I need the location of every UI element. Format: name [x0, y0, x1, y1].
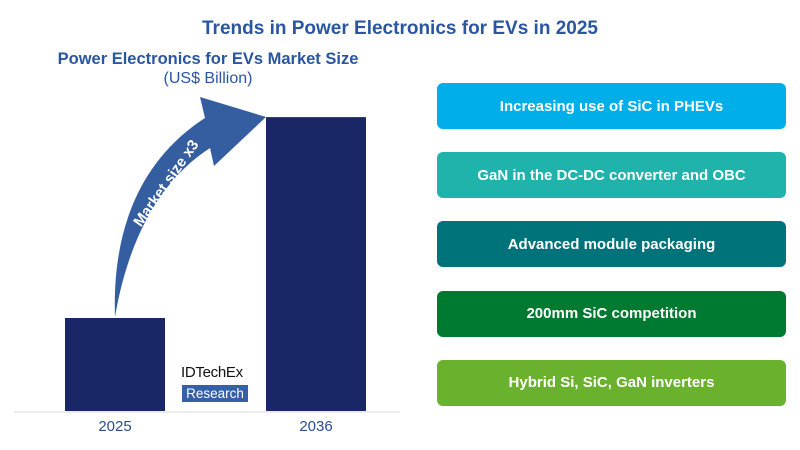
chart-title: Power Electronics for EVs Market Size	[57, 50, 359, 68]
growth-arrow	[114, 97, 267, 317]
trend-box: Hybrid Si, SiC, GaN inverters	[437, 359, 786, 406]
growth-annotation: Market size x3	[130, 137, 202, 230]
x-tick-label: 2036	[299, 418, 332, 435]
bar-2036	[266, 117, 366, 412]
chart-subtitle: (US$ Billion)	[163, 70, 253, 87]
trend-box: Increasing use of SiC in PHEVs	[437, 83, 786, 129]
logo-tagline: Research	[182, 385, 248, 402]
bar-2025	[65, 318, 165, 411]
bar-chart: 2025 2036 Market size x3	[14, 97, 400, 435]
page-title: Trends in Power Electronics for EVs in 2…	[202, 18, 598, 39]
logo-name: IDTechEx	[181, 364, 243, 381]
x-tick-label: 2025	[98, 418, 131, 435]
trend-box: Advanced module packaging	[437, 221, 786, 268]
trend-box: GaN in the DC-DC converter and OBC	[437, 152, 786, 199]
trend-box: 200mm SiC competition	[437, 290, 786, 337]
